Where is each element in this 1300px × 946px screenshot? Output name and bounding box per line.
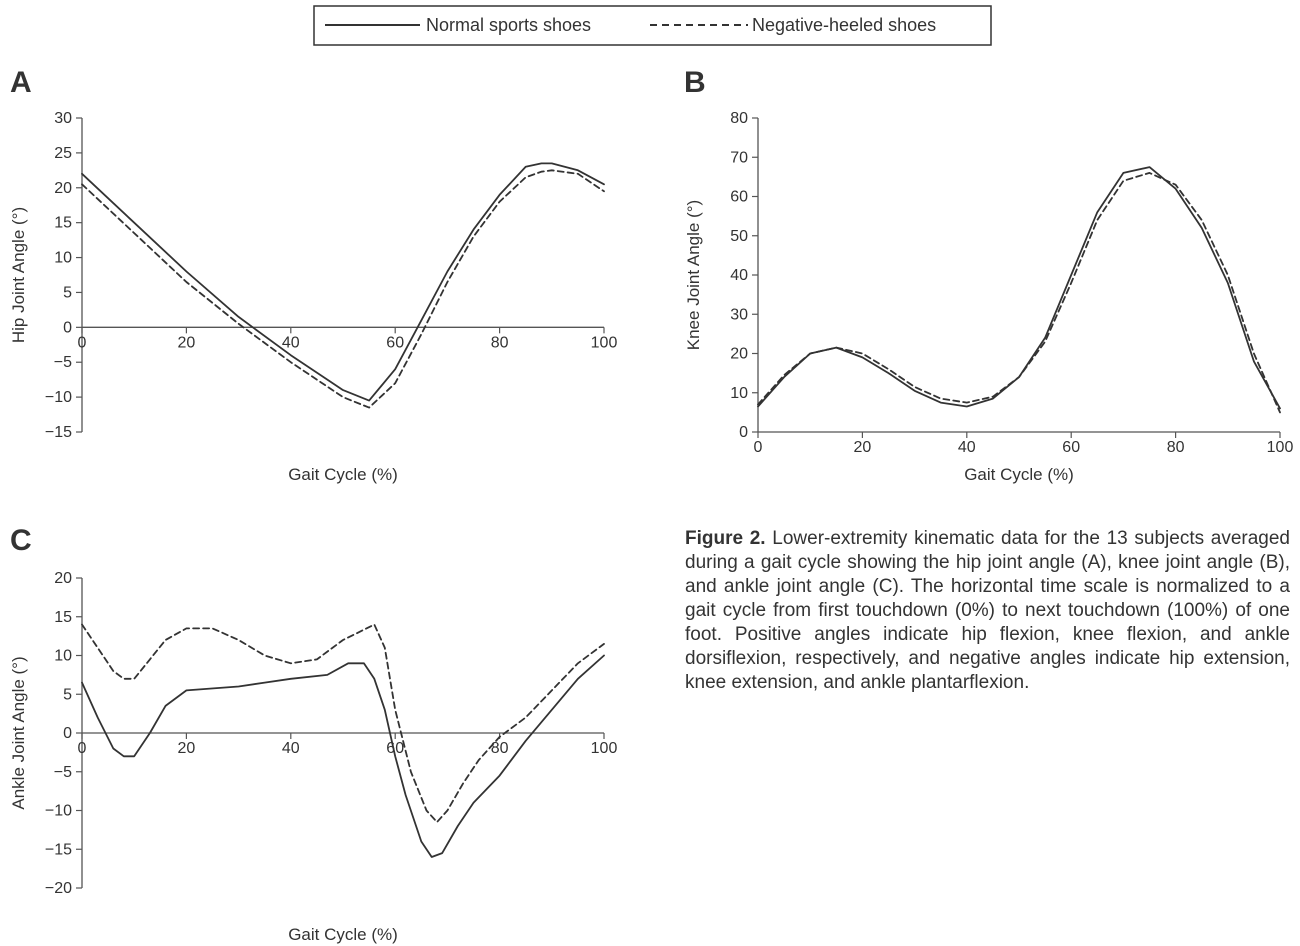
hip-angle-chart: −15 −10 −5 0 5 10 15 20 25 30 0 20 40 60 80 100 Gait Cyc… [9, 110, 617, 484]
legend-label-normal: Normal sports shoes [426, 15, 591, 35]
hip-y-tick-label: 25 [54, 145, 72, 162]
hip-series-normal [81, 162, 605, 402]
hip-y-tick-label: −15 [45, 424, 72, 441]
knee-x-tick-label: 80 [1167, 439, 1185, 456]
panel-letter-b: B [684, 66, 706, 99]
ankle-y-tick-label: −20 [45, 880, 72, 897]
ankle-y-tick-label: 0 [63, 725, 72, 742]
hip-x-tick-label: 0 [78, 334, 87, 351]
ankle-x-tick-label: 20 [178, 740, 196, 757]
figure-caption: Figure 2. Lower-extremity kinematic data… [685, 527, 1290, 695]
knee-y-tick-label: 70 [730, 149, 748, 166]
knee-y-tick-label: 0 [739, 424, 748, 441]
knee-y-tick-label: 30 [730, 306, 748, 323]
hip-x-tick-label: 20 [178, 334, 196, 351]
hip-x-tick-label: 60 [386, 334, 404, 351]
ankle-series-negative-heeled [81, 623, 605, 823]
knee-y-tick-label: 20 [730, 346, 748, 363]
ankle-y-tick-label: 10 [54, 648, 72, 665]
legend-label-negative: Negative-heeled shoes [752, 15, 936, 35]
hip-x-tick-label: 80 [491, 334, 509, 351]
knee-x-tick-label: 100 [1267, 439, 1294, 456]
ankle-x-tick-label: 40 [282, 740, 300, 757]
ankle-series-normal [81, 654, 605, 858]
knee-x-tick-label: 40 [958, 439, 976, 456]
knee-y-tick-label: 50 [730, 228, 748, 245]
ankle-y-tick-label: 15 [54, 609, 72, 626]
caption-label: Figure 2. [685, 528, 766, 549]
panel-letter-c: C [10, 524, 32, 557]
hip-y-tick-label: 15 [54, 215, 72, 232]
knee-y-tick-label: 60 [730, 189, 748, 206]
ankle-y-tick-label: −5 [54, 764, 72, 781]
hip-y-axis-title: Hip Joint Angle (°) [9, 207, 28, 343]
knee-y-tick-label: 80 [730, 110, 748, 127]
hip-y-tick-label: 10 [54, 250, 72, 267]
hip-y-tick-label: −10 [45, 389, 72, 406]
legend: Normal sports shoes Negative-heeled shoe… [313, 5, 992, 46]
ankle-y-tick-label: 20 [54, 570, 72, 587]
ankle-x-tick-label: 60 [386, 740, 404, 757]
hip-x-axis-title: Gait Cycle (%) [288, 465, 398, 484]
ankle-x-axis-title: Gait Cycle (%) [288, 925, 398, 944]
knee-y-tick-label: 40 [730, 267, 748, 284]
hip-y-tick-label: 30 [54, 110, 72, 127]
ankle-y-tick-label: −15 [45, 841, 72, 858]
knee-y-tick-label: 10 [730, 385, 748, 402]
hip-y-tick-label: 20 [54, 180, 72, 197]
hip-y-tick-label: −5 [54, 354, 72, 371]
knee-x-tick-label: 60 [1062, 439, 1080, 456]
hip-y-tick-label: 5 [63, 284, 72, 301]
panel-letter-a: A [10, 66, 32, 99]
hip-x-tick-label: 40 [282, 334, 300, 351]
knee-y-axis-title: Knee Joint Angle (°) [684, 200, 703, 350]
knee-x-axis-title: Gait Cycle (%) [964, 465, 1074, 484]
knee-x-tick-label: 0 [754, 439, 763, 456]
ankle-x-tick-label: 0 [78, 740, 87, 757]
caption-text: Lower-extremity kinematic data for the 1… [685, 528, 1290, 693]
knee-angle-chart: 0 10 20 30 40 50 60 70 80 0 20 40 60 80 100 Gait Cycle … [684, 110, 1293, 484]
hip-y-tick-label: 0 [63, 319, 72, 336]
hip-series-negative-heeled [81, 169, 605, 409]
knee-series-normal [757, 166, 1281, 410]
knee-series-negative-heeled [757, 171, 1281, 414]
ankle-y-tick-label: 5 [63, 686, 72, 703]
hip-x-tick-label: 100 [591, 334, 618, 351]
ankle-x-tick-label: 100 [591, 740, 618, 757]
ankle-y-tick-label: −10 [45, 803, 72, 820]
ankle-x-tick-label: 80 [491, 740, 509, 757]
knee-x-tick-label: 20 [854, 439, 872, 456]
ankle-y-axis-title: Ankle Joint Angle (°) [9, 656, 28, 809]
ankle-angle-chart: −20 −15 −10 −5 0 5 10 15 20 0 20 40 60 80 100 Gait Cycl… [9, 570, 617, 944]
